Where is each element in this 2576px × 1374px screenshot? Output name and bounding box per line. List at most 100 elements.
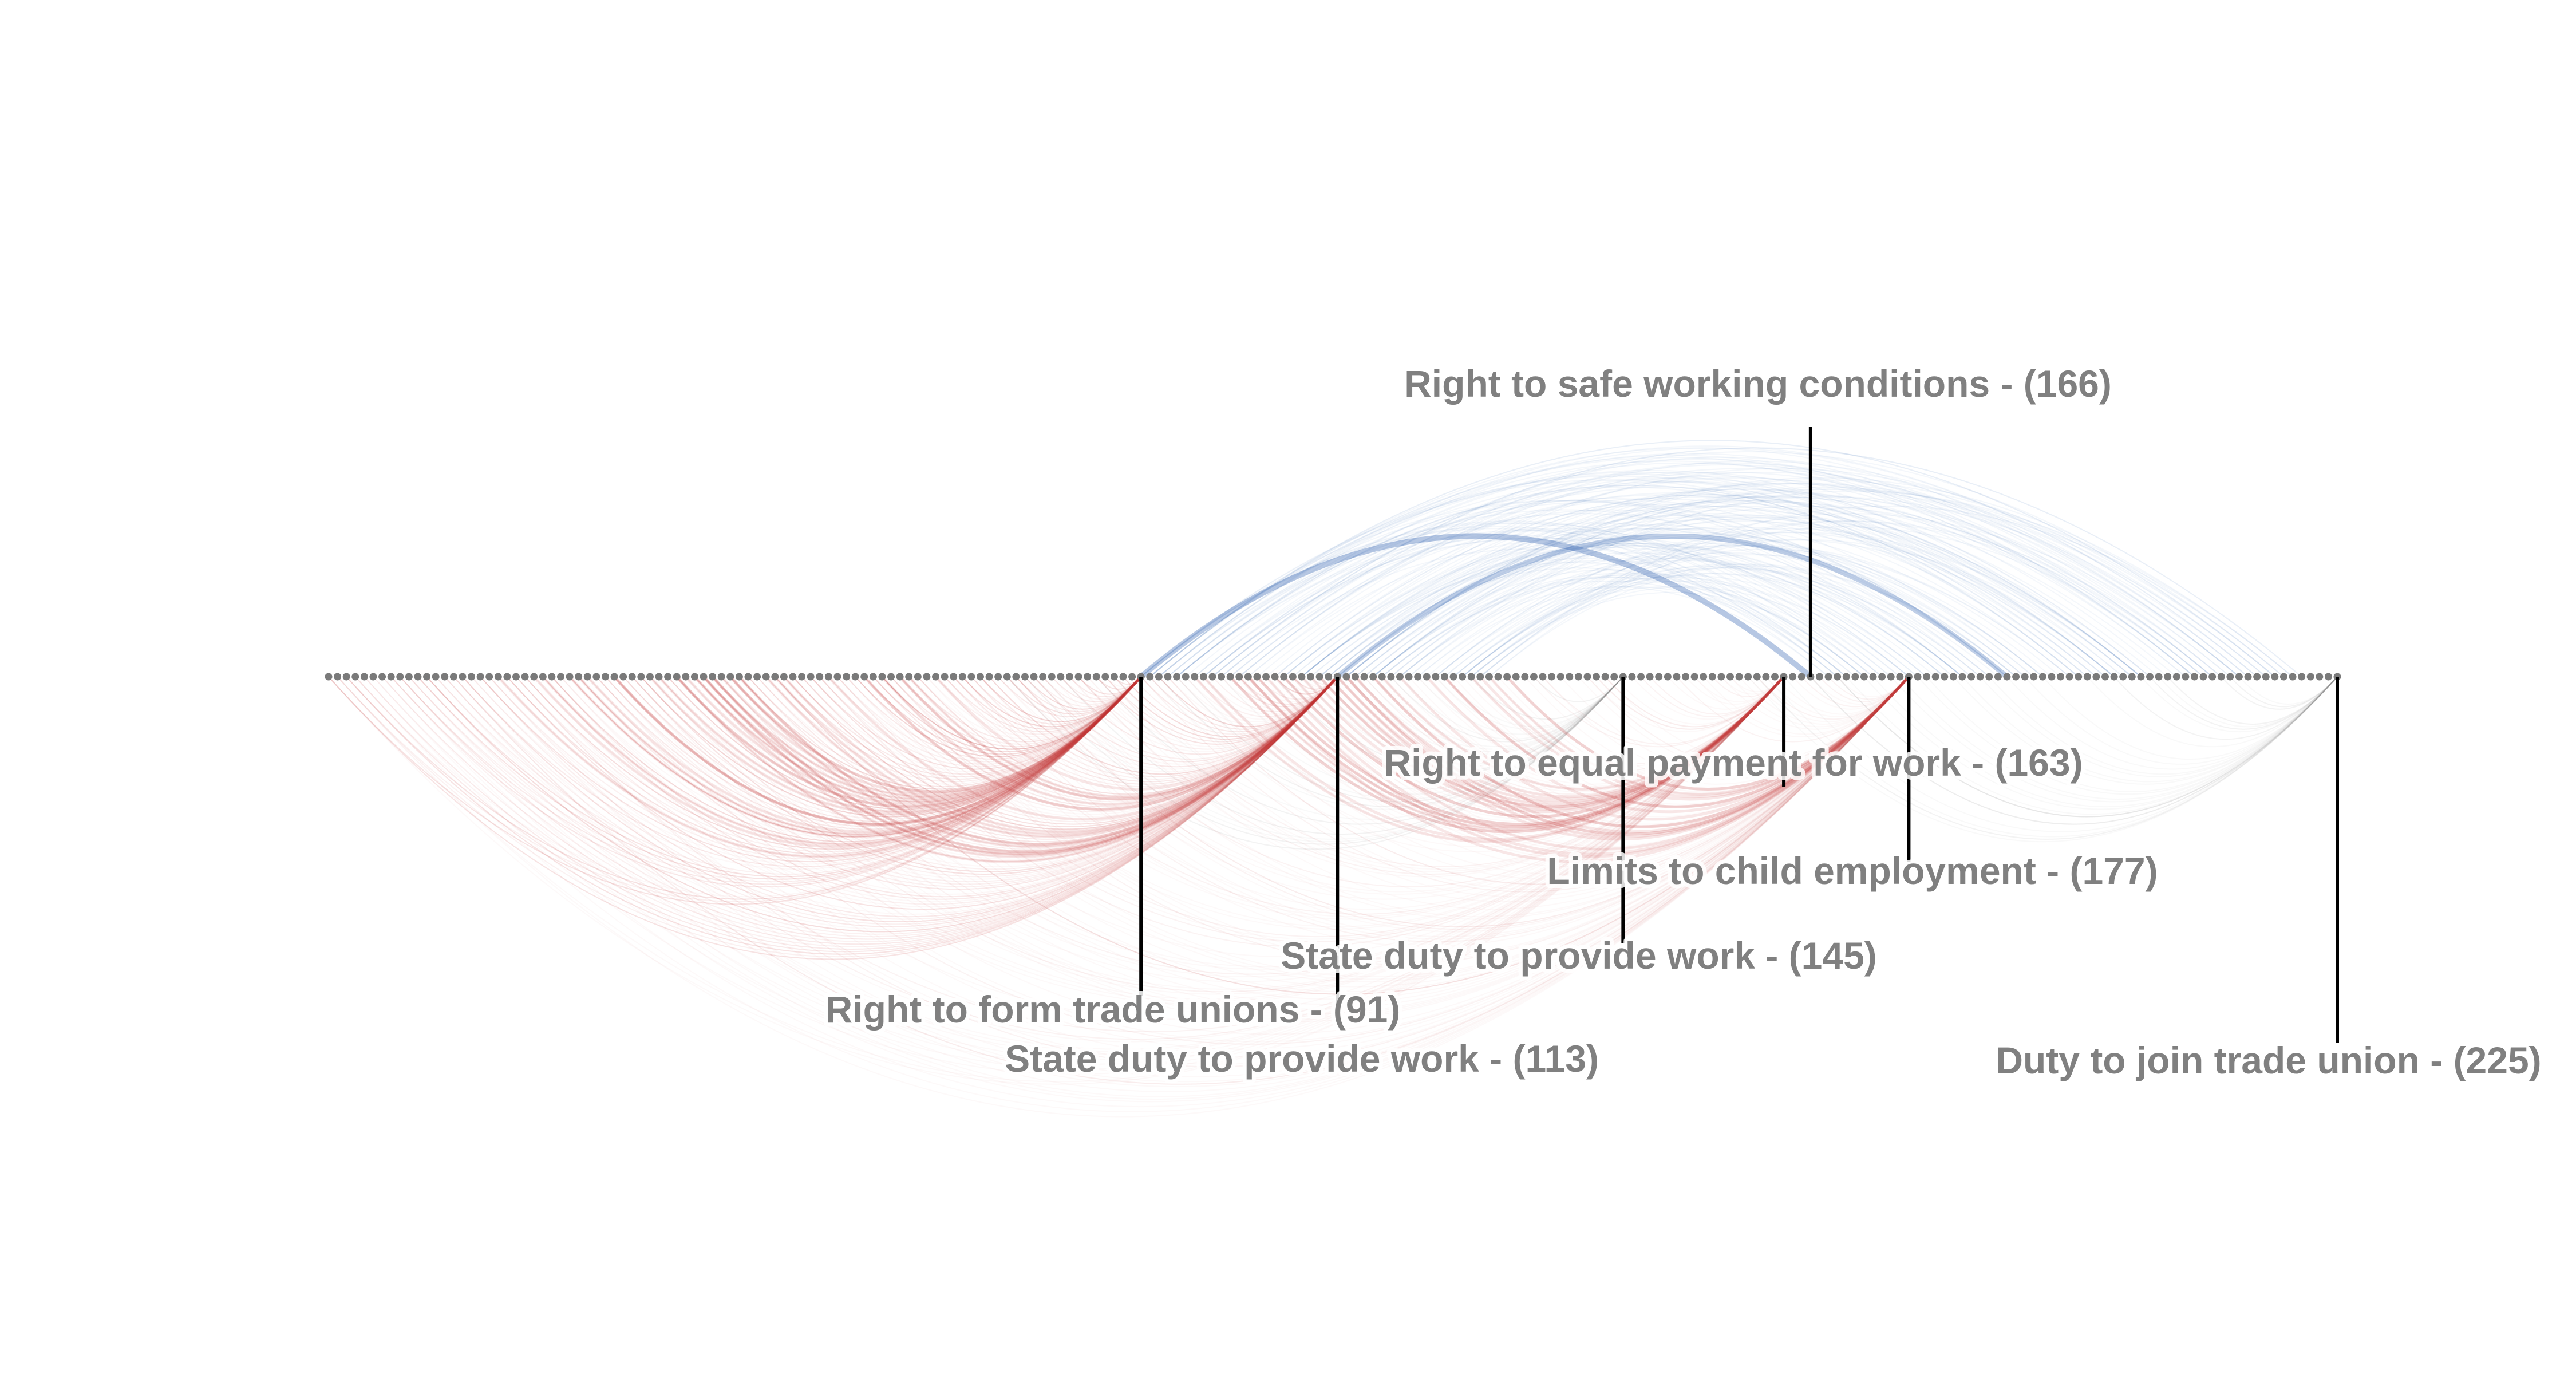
arc-node-166: [1301, 515, 2070, 677]
arc-node-166: [1283, 468, 2275, 677]
arc-node-166: [1328, 505, 2142, 677]
node-dot: [807, 673, 815, 681]
node-dot: [1057, 673, 1065, 681]
arc-node-225: [2024, 676, 2338, 765]
arc-node-145: [1471, 676, 1624, 720]
arc-node-166: [1399, 573, 1891, 677]
arc-node-166: [1471, 586, 1901, 677]
node-dot: [1521, 673, 1529, 681]
arc-node-145: [1006, 676, 1624, 850]
arc-node-166: [1346, 496, 2204, 677]
arc-node-163: [1193, 676, 1785, 843]
node-dot: [2146, 673, 2154, 681]
arc-node-166: [1176, 502, 2008, 677]
arc-node-166: [1417, 586, 1847, 677]
node-dot: [1021, 673, 1029, 681]
arc-node-225: [2140, 676, 2338, 733]
node-dot: [2048, 673, 2056, 681]
node-dot: [1092, 673, 1100, 681]
node-dot: [485, 673, 493, 681]
arc-node-113: [899, 676, 1339, 801]
node-dot: [744, 673, 752, 681]
node-dot: [2298, 673, 2306, 681]
arc-node-166: [1158, 453, 2222, 677]
arc-node-225: [2158, 676, 2338, 728]
arc-node-225: [1899, 676, 2338, 800]
arc-node-113: [863, 676, 1339, 811]
arc-node-177: [1443, 676, 1910, 808]
node-dot: [771, 673, 779, 681]
node-dot: [1262, 673, 1270, 681]
node-dot: [637, 673, 645, 681]
node-dot: [378, 673, 386, 681]
arc-node-166: [1444, 544, 2070, 677]
arc-node-166: [1158, 534, 1838, 677]
arc-node-145: [1283, 676, 1624, 772]
node-dot: [1673, 673, 1681, 681]
arc-node-225: [1836, 676, 2338, 818]
node-label-177: Limits to child employment - (177): [1547, 850, 2158, 892]
arc-node-177: [1488, 676, 1910, 796]
node-dot: [2172, 673, 2180, 681]
arc-node-166: [1149, 472, 2124, 677]
node-dot: [1414, 673, 1422, 681]
arc-node-145: [1274, 676, 1624, 775]
arc-node-166: [1319, 567, 1838, 677]
node-dot: [887, 673, 895, 681]
arc-node-145: [1346, 676, 1624, 755]
arc-node-166: [1212, 447, 2302, 677]
arc-node-225: [1836, 676, 2338, 818]
arc-node-177: [1372, 676, 1910, 828]
arc-node-177: [1766, 677, 1909, 717]
node-dot: [1815, 673, 1823, 681]
arc-node-166: [1399, 586, 1829, 677]
node-dot: [967, 673, 975, 681]
node-dot: [1530, 673, 1538, 681]
node-dot: [369, 673, 377, 681]
node-dot: [610, 673, 618, 681]
node-dot: [414, 673, 422, 681]
arc-node-166: [1435, 552, 2025, 677]
node-dot: [1717, 673, 1725, 681]
arc-node-145: [1372, 676, 1624, 748]
arc-node-166: [1149, 440, 2275, 677]
arc-node-177: [1425, 676, 1910, 814]
node-dot: [1860, 673, 1868, 681]
arc-node-166: [1319, 500, 2159, 677]
arc-node-166: [1417, 544, 2043, 677]
node-dot: [1583, 673, 1591, 681]
node-dot: [405, 673, 413, 681]
node-dot: [2217, 673, 2225, 681]
arc-node-166: [1390, 516, 2151, 677]
arc-node-166: [1167, 500, 2008, 677]
node-dot: [2038, 673, 2046, 681]
arc-node-113: [881, 676, 1339, 806]
arc-node-225: [2149, 676, 2338, 730]
node-dot: [931, 673, 939, 681]
node-dot: [2057, 673, 2065, 681]
node-dot: [449, 673, 457, 681]
node-dot: [2075, 673, 2083, 681]
node-label-163: Right to equal payment for work - (163): [1384, 741, 2083, 784]
node-dot: [1342, 673, 1350, 681]
arc-node-166: [1140, 528, 1847, 677]
node-dot: [1199, 673, 1207, 681]
node-dot: [816, 673, 824, 681]
arc-node-163: [1381, 676, 1785, 791]
arc-node-91: [497, 676, 1143, 858]
node-dot: [2182, 673, 2190, 681]
arc-node-113: [907, 676, 1339, 799]
arc-node-145: [1158, 676, 1624, 807]
node-dot: [1762, 673, 1770, 681]
node-dot: [342, 673, 350, 681]
arc-node-145: [1310, 676, 1624, 765]
node-dot: [1655, 673, 1663, 681]
node-dot: [583, 673, 591, 681]
arc-node-166: [1373, 526, 2088, 677]
arc-node-145: [1096, 676, 1624, 825]
arc-node-113: [711, 676, 1339, 853]
arc-node-166: [1239, 475, 2195, 677]
arc-node-166: [1328, 483, 2249, 677]
arc-node-166: [1220, 462, 2240, 677]
